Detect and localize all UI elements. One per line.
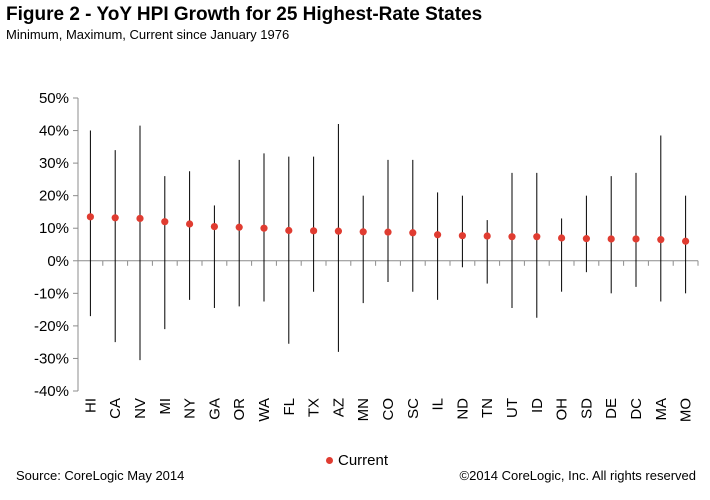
x-tick-label-mo: MO — [678, 398, 695, 422]
current-marker-tn — [483, 232, 491, 240]
y-tick-label: 30% — [39, 155, 69, 172]
current-marker-wa — [260, 224, 268, 232]
current-marker-id — [533, 233, 541, 241]
x-tick-label-mn: MN — [355, 398, 372, 421]
x-tick-label-id: ID — [529, 398, 546, 413]
current-marker-az — [334, 227, 342, 235]
x-tick-label-co: CO — [380, 398, 397, 421]
copyright-note: ©2014 CoreLogic, Inc. All rights reserve… — [459, 468, 696, 483]
current-marker-mo — [682, 237, 690, 245]
x-tick-label-ca: CA — [107, 398, 124, 419]
chart-title: Figure 2 - YoY HPI Growth for 25 Highest… — [6, 4, 483, 25]
current-marker-sd — [582, 235, 591, 243]
x-tick-label-de: DE — [603, 398, 620, 419]
current-marker-mi — [161, 218, 169, 226]
current-marker-il — [434, 231, 442, 239]
chart-subtitle: Minimum, Maximum, Current since January … — [6, 27, 290, 42]
x-tick-label-tx: TX — [306, 398, 323, 417]
current-marker-ca — [111, 214, 119, 222]
current-marker-fl — [285, 226, 293, 235]
x-tick-label-mi: MI — [157, 398, 174, 415]
y-tick-label: -40% — [34, 383, 69, 400]
x-tick-label-az: AZ — [330, 398, 347, 417]
current-marker-ny — [186, 220, 194, 228]
x-tick-label-wa: WA — [256, 398, 273, 422]
x-tick-label-nv: NV — [132, 398, 149, 419]
y-tick-label: 40% — [39, 123, 69, 140]
x-tick-label-dc: DC — [628, 398, 645, 420]
y-tick-label: -10% — [34, 285, 69, 302]
y-tick-label: 20% — [39, 188, 69, 205]
x-tick-label-oh: OH — [554, 398, 571, 421]
legend: Current — [326, 452, 388, 469]
legend-current-marker — [326, 457, 333, 464]
x-tick-label-nd: ND — [454, 398, 471, 420]
x-tick-label-sc: SC — [405, 398, 422, 419]
current-marker-nd — [458, 232, 466, 240]
current-marker-ga — [210, 222, 218, 231]
x-tick-label-tn: TN — [479, 398, 496, 418]
current-marker-ma — [657, 236, 665, 244]
y-tick-label: 0% — [47, 253, 69, 270]
legend-current-label: Current — [338, 452, 389, 469]
y-tick-label: 10% — [39, 220, 69, 237]
x-tick-label-hi: HI — [82, 398, 99, 413]
current-marker-or — [235, 223, 243, 231]
current-marker-nv — [136, 214, 144, 223]
current-marker-hi — [86, 213, 94, 221]
current-marker-mn — [359, 228, 367, 236]
x-tick-label-or: OR — [231, 398, 248, 421]
y-tick-label: -30% — [34, 350, 69, 367]
current-marker-dc — [632, 235, 640, 243]
current-marker-ut — [508, 233, 516, 241]
current-marker-tx — [310, 227, 318, 235]
x-tick-label-ma: MA — [653, 398, 670, 421]
x-tick-label-fl: FL — [281, 398, 298, 416]
current-marker-co — [384, 228, 392, 236]
current-marker-oh — [558, 234, 566, 242]
y-tick-label: 50% — [39, 90, 69, 107]
x-tick-label-ny: NY — [182, 398, 199, 419]
current-marker-de — [607, 235, 615, 243]
x-tick-label-ut: UT — [504, 398, 521, 418]
y-tick-label: -20% — [34, 318, 69, 335]
current-marker-sc — [409, 229, 417, 237]
source-note: Source: CoreLogic May 2014 — [16, 468, 185, 483]
x-tick-label-il: IL — [430, 398, 447, 411]
x-tick-label-ga: GA — [206, 398, 223, 420]
x-tick-label-sd: SD — [578, 398, 595, 419]
